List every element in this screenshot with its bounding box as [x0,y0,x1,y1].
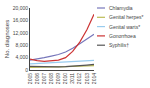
svg-text:2008: 2008 [48,73,54,84]
svg-text:2010: 2010 [62,73,68,84]
svg-text:0: 0 [25,67,28,73]
svg-text:2006: 2006 [34,73,40,84]
svg-text:2014: 2014 [91,73,97,84]
svg-text:8,000: 8,000 [15,42,28,48]
svg-text:2012: 2012 [76,73,82,84]
svg-text:Genital herpes*: Genital herpes* [109,14,144,20]
svg-text:20,000: 20,000 [13,5,29,11]
svg-text:Syphilis†: Syphilis† [109,42,129,48]
svg-text:4,000: 4,000 [15,54,28,60]
svg-text:2009: 2009 [55,73,61,84]
svg-text:2011: 2011 [69,73,75,84]
svg-text:2013: 2013 [84,73,90,84]
svg-text:Gonorrhoea: Gonorrhoea [109,33,136,39]
svg-text:16,000: 16,000 [13,17,29,23]
svg-text:2005: 2005 [27,73,33,84]
svg-text:12,000: 12,000 [13,30,29,36]
svg-text:Chlamydia: Chlamydia [109,5,133,11]
svg-text:2007: 2007 [41,73,47,84]
svg-text:Genital warts*: Genital warts* [109,24,140,30]
svg-text:No. diagnoses: No. diagnoses [4,20,10,58]
